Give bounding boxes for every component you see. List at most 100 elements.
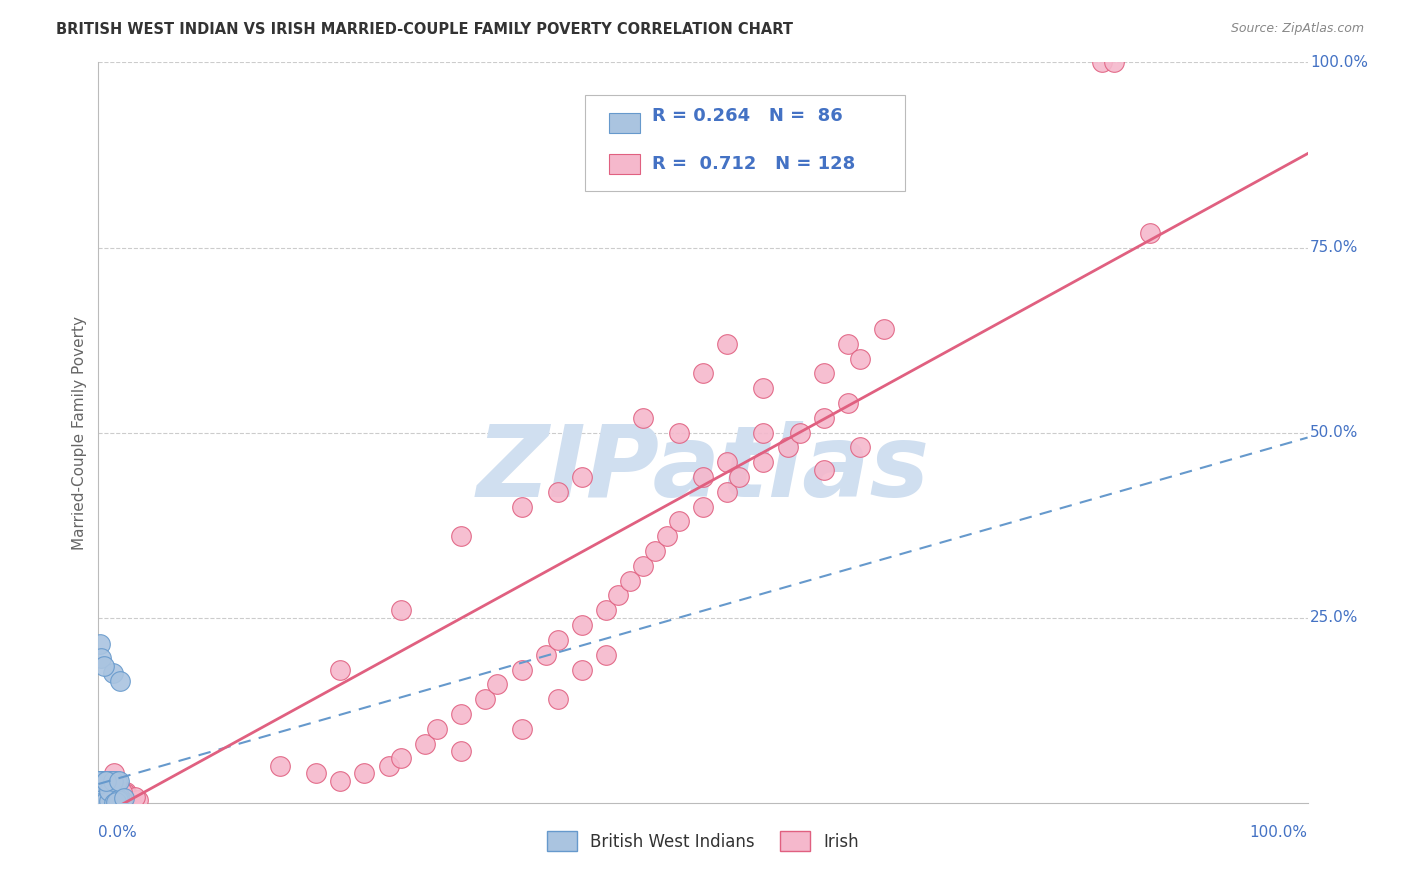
Point — [90, 780, 112, 795]
Point — [813, 462, 835, 476]
Point — [377, 758, 399, 772]
Point — [329, 773, 352, 788]
Text: 0.0%: 0.0% — [98, 825, 138, 840]
Point — [112, 789, 135, 803]
Text: 25.0%: 25.0% — [1310, 610, 1358, 625]
Point — [87, 781, 110, 796]
Point — [100, 773, 122, 788]
Point — [89, 792, 111, 806]
Point — [1091, 55, 1114, 70]
Point — [89, 795, 111, 809]
Point — [1102, 55, 1125, 70]
Point — [668, 425, 690, 440]
Point — [90, 789, 112, 804]
Point — [94, 795, 117, 809]
Text: 75.0%: 75.0% — [1310, 240, 1358, 255]
Point — [450, 706, 472, 721]
Point — [91, 796, 114, 810]
Point — [752, 425, 775, 440]
Point — [107, 793, 129, 807]
Point — [105, 793, 128, 807]
Point — [103, 791, 125, 805]
Point — [93, 794, 115, 808]
Point — [97, 779, 120, 793]
Point — [91, 782, 114, 797]
Point — [97, 784, 120, 798]
Point — [631, 558, 654, 573]
Point — [873, 322, 896, 336]
Point — [100, 785, 122, 799]
Point — [94, 793, 117, 807]
Point — [111, 795, 134, 809]
Point — [510, 500, 533, 514]
Point — [547, 692, 569, 706]
Point — [104, 796, 127, 810]
Point — [89, 788, 111, 802]
Point — [93, 786, 115, 800]
Point — [96, 773, 118, 788]
Point — [93, 780, 115, 795]
Point — [94, 779, 117, 793]
Point — [89, 774, 111, 789]
Point — [87, 773, 110, 788]
Point — [93, 773, 115, 788]
Point — [89, 784, 111, 798]
Point — [91, 773, 114, 788]
Point — [474, 692, 496, 706]
Point — [607, 589, 630, 603]
Point — [94, 778, 117, 792]
Point — [776, 441, 799, 455]
Point — [90, 786, 112, 800]
Point — [96, 794, 118, 808]
Point — [110, 793, 132, 807]
Point — [91, 786, 114, 800]
Point — [110, 793, 132, 807]
Point — [813, 367, 835, 381]
Point — [90, 783, 112, 797]
Point — [105, 773, 128, 788]
Point — [93, 786, 115, 800]
Point — [87, 792, 110, 806]
Point — [692, 470, 714, 484]
Point — [96, 788, 118, 802]
Point — [90, 796, 112, 810]
Point — [90, 795, 112, 809]
Point — [98, 773, 121, 788]
Point — [94, 796, 117, 810]
Point — [87, 773, 110, 788]
Point — [90, 791, 112, 805]
Point — [97, 789, 120, 803]
Point — [120, 795, 142, 809]
Point — [96, 796, 118, 810]
Point — [101, 773, 124, 788]
Point — [752, 455, 775, 469]
Point — [89, 796, 111, 810]
Point — [813, 410, 835, 425]
Point — [89, 789, 111, 803]
Point — [101, 781, 124, 796]
Point — [389, 751, 412, 765]
Point — [87, 789, 110, 803]
Point — [571, 470, 593, 484]
Legend: British West Indians, Irish: British West Indians, Irish — [540, 825, 866, 857]
Point — [101, 666, 124, 681]
Point — [98, 787, 121, 801]
Point — [91, 773, 114, 788]
Text: 50.0%: 50.0% — [1310, 425, 1358, 440]
Text: 100.0%: 100.0% — [1250, 825, 1308, 840]
Point — [110, 785, 132, 799]
Point — [103, 773, 125, 788]
Point — [96, 795, 118, 809]
Point — [94, 773, 117, 788]
Point — [100, 791, 122, 805]
Point — [112, 796, 135, 810]
Point — [90, 773, 112, 788]
Point — [91, 795, 114, 809]
Point — [89, 795, 111, 809]
Point — [93, 773, 115, 788]
Point — [716, 455, 738, 469]
Point — [94, 792, 117, 806]
Point — [716, 336, 738, 351]
Point — [94, 783, 117, 797]
Point — [90, 782, 112, 797]
